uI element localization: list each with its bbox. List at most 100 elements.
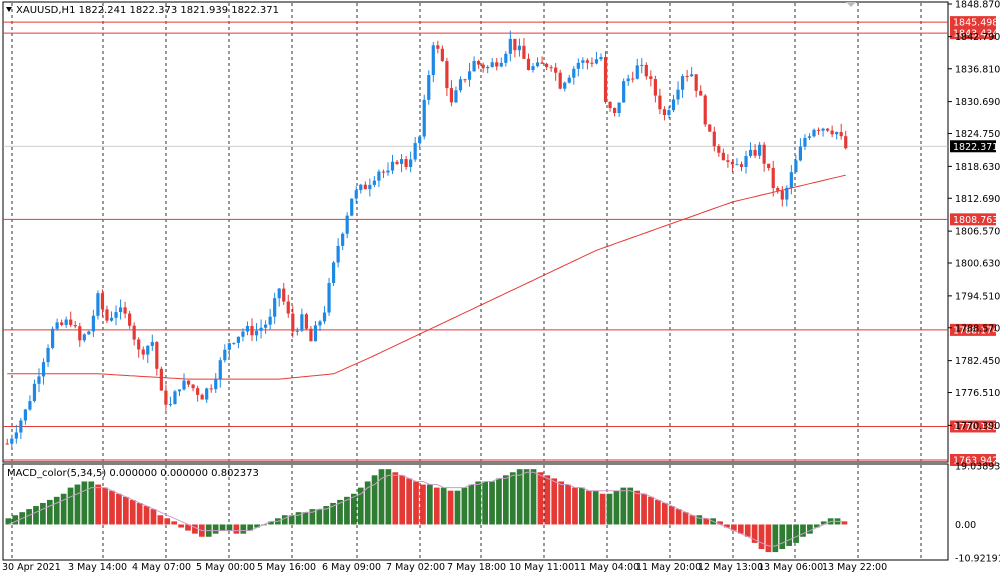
candle-body[interactable] xyxy=(14,432,18,439)
candle-body[interactable] xyxy=(105,309,109,321)
candle-body[interactable] xyxy=(486,66,490,69)
candle-body[interactable] xyxy=(359,184,363,191)
candle-body[interactable] xyxy=(205,388,209,400)
candle-body[interactable] xyxy=(748,149,753,156)
candle-body[interactable] xyxy=(295,330,299,332)
candle-body[interactable] xyxy=(395,161,399,164)
candle-body[interactable] xyxy=(631,78,635,80)
candle-body[interactable] xyxy=(427,75,431,100)
candle-body[interactable] xyxy=(159,368,163,391)
candle-body[interactable] xyxy=(694,74,698,91)
candle-body[interactable] xyxy=(141,349,145,355)
candle-body[interactable] xyxy=(232,342,236,344)
candle-body[interactable] xyxy=(200,394,204,400)
candle-body[interactable] xyxy=(422,99,426,137)
candle-body[interactable] xyxy=(785,187,789,200)
candle-body[interactable] xyxy=(5,443,9,445)
candle-body[interactable] xyxy=(173,391,177,405)
candle-body[interactable] xyxy=(236,336,241,343)
candle-body[interactable] xyxy=(454,90,458,103)
candle-body[interactable] xyxy=(758,144,762,156)
candle-body[interactable] xyxy=(418,136,422,144)
candle-body[interactable] xyxy=(558,72,562,89)
candle-body[interactable] xyxy=(214,379,218,390)
candle-body[interactable] xyxy=(458,79,463,91)
candle-body[interactable] xyxy=(164,390,168,405)
candle-body[interactable] xyxy=(504,53,508,63)
candle-body[interactable] xyxy=(640,64,644,66)
candle-body[interactable] xyxy=(535,62,540,67)
candle-body[interactable] xyxy=(372,180,376,185)
candle-body[interactable] xyxy=(118,307,123,313)
candle-body[interactable] xyxy=(241,331,245,337)
candle-body[interactable] xyxy=(60,322,64,325)
candle-body[interactable] xyxy=(776,188,780,191)
candle-body[interactable] xyxy=(273,298,277,317)
candle-body[interactable] xyxy=(132,325,136,340)
candle-body[interactable] xyxy=(735,164,739,166)
candle-body[interactable] xyxy=(150,342,154,346)
candle-body[interactable] xyxy=(146,345,150,355)
candle-body[interactable] xyxy=(703,95,707,125)
candle-body[interactable] xyxy=(87,331,91,335)
candle-body[interactable] xyxy=(223,349,227,361)
candle-body[interactable] xyxy=(291,313,295,332)
candle-body[interactable] xyxy=(762,144,766,164)
candle-body[interactable] xyxy=(522,45,526,59)
candle-body[interactable] xyxy=(114,312,118,318)
candle-body[interactable] xyxy=(91,315,95,332)
candle-body[interactable] xyxy=(440,48,444,62)
candle-body[interactable] xyxy=(526,58,531,70)
candle-body[interactable] xyxy=(576,62,580,69)
candle-body[interactable] xyxy=(282,288,286,302)
candle-body[interactable] xyxy=(399,159,404,164)
candle-body[interactable] xyxy=(300,314,304,331)
candle-body[interactable] xyxy=(653,79,657,96)
candle-body[interactable] xyxy=(671,99,676,111)
candle-body[interactable] xyxy=(264,324,268,328)
candle-body[interactable] xyxy=(499,62,503,67)
candle-body[interactable] xyxy=(603,57,608,103)
candle-body[interactable] xyxy=(445,61,449,89)
candle-body[interactable] xyxy=(431,45,435,76)
candle-body[interactable] xyxy=(540,62,544,64)
candle-body[interactable] xyxy=(812,129,816,137)
candle-body[interactable] xyxy=(549,67,553,69)
candle-body[interactable] xyxy=(304,314,308,329)
candle-body[interactable] xyxy=(721,152,725,161)
candle-body[interactable] xyxy=(612,107,617,114)
candle-body[interactable] xyxy=(676,89,680,100)
candle-body[interactable] xyxy=(481,64,485,69)
candle-body[interactable] xyxy=(554,67,558,73)
candle-body[interactable] xyxy=(830,130,834,135)
candle-body[interactable] xyxy=(327,283,331,313)
candle-body[interactable] xyxy=(617,102,621,114)
candle-body[interactable] xyxy=(599,57,603,60)
candle-body[interactable] xyxy=(336,245,340,263)
candle-body[interactable] xyxy=(744,155,748,167)
candle-body[interactable] xyxy=(477,61,481,65)
candle-body[interactable] xyxy=(128,313,132,326)
candle-body[interactable] xyxy=(28,401,32,410)
candle-body[interactable] xyxy=(472,61,476,72)
candle-body[interactable] xyxy=(78,326,82,341)
candle-body[interactable] xyxy=(739,164,744,167)
candle-body[interactable] xyxy=(37,376,41,384)
candle-body[interactable] xyxy=(463,79,467,81)
candle-body[interactable] xyxy=(545,63,549,68)
candle-body[interactable] xyxy=(268,316,272,325)
candle-body[interactable] xyxy=(585,60,589,63)
candle-body[interactable] xyxy=(685,76,689,78)
candle-body[interactable] xyxy=(635,65,639,79)
candle-body[interactable] xyxy=(354,190,358,199)
candle-body[interactable] xyxy=(32,383,37,402)
candle-body[interactable] xyxy=(345,215,349,234)
candle-body[interactable] xyxy=(490,62,494,67)
candle-body[interactable] xyxy=(377,171,381,181)
candle-body[interactable] xyxy=(341,233,345,246)
candle-body[interactable] xyxy=(245,326,250,332)
candle-body[interactable] xyxy=(680,76,685,90)
candle-body[interactable] xyxy=(436,45,440,49)
candle-body[interactable] xyxy=(168,404,173,406)
candle-body[interactable] xyxy=(313,325,318,342)
